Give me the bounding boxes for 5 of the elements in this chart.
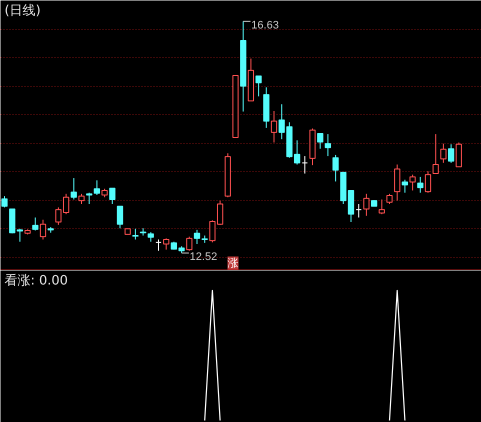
chart-title: (日线) (4, 4, 41, 18)
annotation: 涨 (228, 256, 238, 270)
annotation: 16.63 (251, 19, 279, 32)
chart-title: 看涨: 0.00 (4, 274, 68, 288)
annotation: 12.52 (190, 251, 218, 264)
